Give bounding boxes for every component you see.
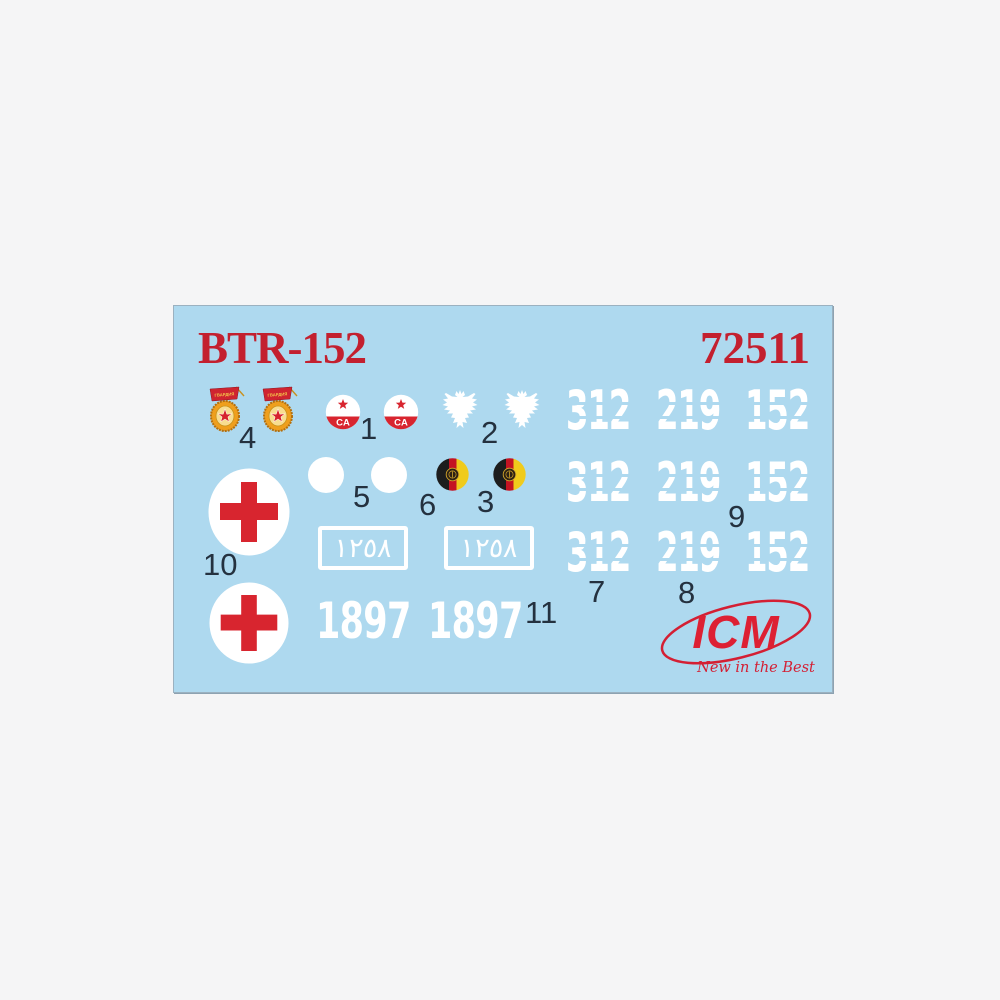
ref-number-3: 3 [477, 484, 495, 519]
white-circle-decal [308, 457, 344, 493]
ref-number-1: 1 [360, 411, 378, 446]
year-number-decal: 1897 [428, 592, 523, 650]
arabic-plate-number: ١٢٥٨ [332, 532, 394, 564]
red-cross-decal [209, 582, 289, 664]
decal-sheet: BTR-152 72511 ГВАРДИЯ ГВАРДИЯ CA [173, 305, 833, 693]
arabic-plate-decal: ١٢٥٨ [444, 526, 534, 570]
guards-badge-decal: ГВАРДИЯ [262, 386, 298, 432]
ref-number-5: 5 [353, 479, 371, 514]
ca-roundel-decal: CA [383, 394, 419, 430]
ref-number-2: 2 [481, 415, 499, 450]
ref-number-8: 8 [678, 575, 696, 610]
guards-badge-decal: ГВАРДИЯ [209, 386, 245, 432]
arabic-plate-decal: ١٢٥٨ [318, 526, 408, 570]
stencil-number-decal: 312 [564, 451, 631, 514]
ca-roundel-label: CA [394, 418, 408, 429]
ref-number-11: 11 [525, 595, 558, 630]
year-number-decal: 1897 [316, 592, 411, 650]
stencil-number-decal: 219 [654, 379, 721, 442]
polish-eagle-decal [504, 390, 540, 428]
ref-number-10: 10 [203, 547, 238, 582]
icm-logo-text: ICM [692, 606, 780, 658]
polish-eagle-decal [442, 390, 478, 428]
ddr-roundel-decal [436, 458, 469, 491]
stencil-number-decal: 152 [743, 521, 810, 584]
white-circle-decal [371, 457, 407, 493]
arabic-plate-number: ١٢٥٨ [458, 532, 520, 564]
ref-number-6: 6 [419, 487, 437, 522]
stencil-number-decal: 219 [654, 451, 721, 514]
ref-number-7: 7 [588, 574, 606, 609]
red-cross-decal [208, 468, 290, 556]
product-code: 72511 [699, 323, 810, 373]
sheet-title: BTR-152 [198, 323, 367, 373]
ca-roundel-decal: CA [325, 394, 361, 430]
ref-number-4: 4 [239, 420, 257, 455]
ca-roundel-label: CA [336, 418, 350, 429]
stencil-number-decal: 312 [564, 379, 631, 442]
stencil-number-decal: 219 [654, 521, 721, 584]
icm-tagline: New in the Best [696, 660, 815, 676]
stencil-number-decal: 152 [743, 379, 810, 442]
stencil-number-decal: 152 [743, 451, 810, 514]
guards-badge-label: ГВАРДИЯ [267, 391, 287, 397]
guards-badge-label: ГВАРДИЯ [214, 391, 234, 397]
stencil-number-decal: 312 [564, 521, 631, 584]
ref-number-9: 9 [728, 499, 746, 534]
icm-logo: ICM New in the Best [660, 599, 815, 676]
ddr-roundel-decal [493, 458, 526, 491]
